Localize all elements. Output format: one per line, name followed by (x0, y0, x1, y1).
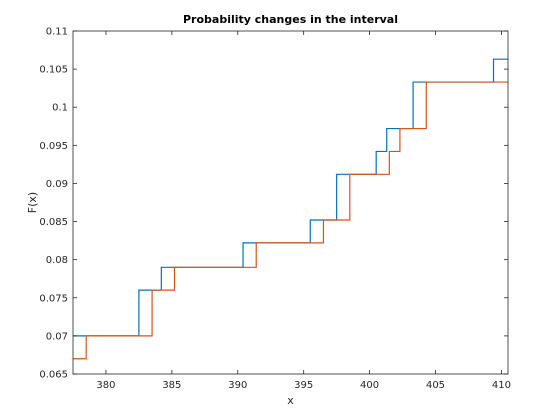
y-tick-label: 0.065 (39, 370, 68, 381)
y-tick-label: 0.095 (39, 141, 68, 152)
chart-title: Probability changes in the interval (183, 13, 398, 26)
y-tick-label: 0.09 (46, 179, 68, 190)
ticks-layer: 380 385 390 395 400 405 410 0.065 0.07 0.075 0.08 0… (39, 27, 511, 392)
x-tick-label: 390 (228, 380, 247, 391)
y-tick-label: 0.07 (46, 331, 68, 342)
series-layer (73, 58, 508, 360)
y-tick-label: 0.08 (46, 255, 68, 266)
series-line-1 (73, 58, 508, 337)
y-tick-label: 0.1 (52, 103, 68, 114)
x-tick-label: 380 (96, 380, 115, 391)
plot-area (73, 31, 508, 374)
x-tick-label: 400 (360, 380, 379, 391)
x-tick-label: 410 (492, 380, 511, 391)
plot-border (72, 30, 509, 375)
series-line-2 (73, 81, 508, 360)
x-tick-label: 405 (426, 380, 445, 391)
x-tick-label: 385 (162, 380, 181, 391)
y-tick-label: 0.085 (39, 217, 68, 228)
y-tick-label: 0.11 (46, 27, 68, 38)
y-axis-label: F(x) (26, 192, 39, 213)
x-axis-label: x (287, 394, 294, 407)
y-tick-label: 0.075 (39, 293, 68, 304)
y-tick-label: 0.105 (39, 65, 68, 76)
x-tick-label: 395 (294, 380, 313, 391)
